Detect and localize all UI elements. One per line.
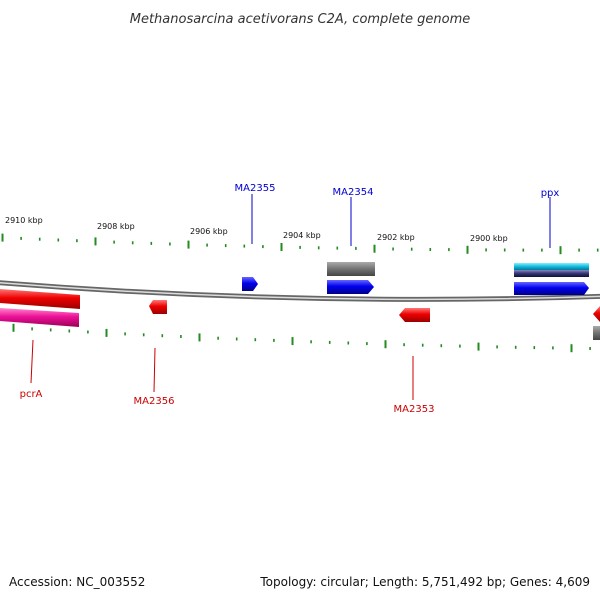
gene-MA2354-gray-bar[interactable] (327, 262, 375, 276)
scale-label-2900: 2900 kbp (470, 234, 508, 243)
leader-pcrA (30, 339, 34, 384)
gene-label-MA2356[interactable]: MA2356 (134, 396, 175, 407)
gene-MA2356-arrow[interactable] (149, 300, 167, 314)
outer-scale-ticks (1, 233, 599, 255)
scale-label-2910: 2910 kbp (5, 216, 43, 225)
genome-backbone-highlight (0, 282, 600, 301)
gene-offscreen-right-red[interactable] (593, 306, 600, 322)
genome-backbone (0, 280, 600, 302)
gene-ppx-cyan-bar[interactable] (514, 263, 589, 270)
scale-label-2908: 2908 kbp (97, 222, 135, 231)
map-title: Methanosarcina acetivorans C2A, complete… (130, 12, 471, 27)
topology-text: Topology: circular; Length: 5,751,492 bp… (259, 575, 590, 589)
gene-offscreen-right-gray[interactable] (593, 326, 600, 340)
gene-MA2354-arrow[interactable] (327, 280, 374, 294)
gene-pcrA-feature[interactable] (0, 289, 80, 327)
gene-ppx-navy-bar[interactable] (514, 270, 589, 277)
scale-label-2904: 2904 kbp (283, 231, 321, 240)
gene-label-MA2354[interactable]: MA2354 (333, 187, 374, 198)
leader-MA2356 (153, 347, 156, 393)
scale-label-2902: 2902 kbp (377, 233, 415, 242)
gene-ppx-arrow[interactable] (514, 282, 589, 295)
scale-label-2906: 2906 kbp (190, 227, 228, 236)
accession-text: Accession: NC_003552 (9, 575, 145, 589)
gene-label-ppx[interactable]: ppx (541, 188, 560, 199)
gene-MA2353-arrow[interactable] (399, 308, 430, 322)
inner-scale-ticks (12, 323, 591, 353)
gene-label-MA2355[interactable]: MA2355 (235, 183, 276, 194)
gene-MA2355-arrow[interactable] (242, 277, 258, 291)
gene-label-pcrA[interactable]: pcrA (20, 389, 43, 400)
gene-label-MA2353[interactable]: MA2353 (394, 404, 435, 415)
